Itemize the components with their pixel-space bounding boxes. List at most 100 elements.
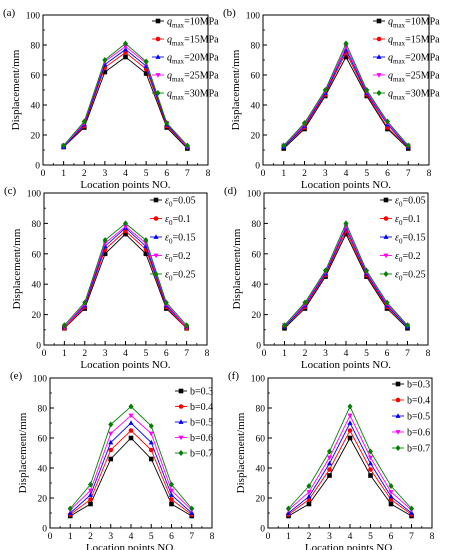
- data-point: [326, 448, 333, 455]
- legend-symbol: ε: [165, 196, 169, 207]
- x-tick-label: 0: [41, 169, 46, 179]
- x-tick-label: 1: [281, 169, 286, 179]
- legend-marker: [153, 197, 159, 203]
- data-point: [285, 505, 292, 512]
- legend-label: b=0.5: [407, 412, 430, 423]
- legend-subscript: max: [172, 40, 185, 48]
- data-point: [148, 456, 154, 462]
- legend-label: qmax=30MPa: [388, 89, 440, 102]
- legend-symbol: ε: [395, 270, 399, 281]
- legend-label: b=0.6: [190, 433, 213, 444]
- data-point: [302, 299, 308, 306]
- legend-symbol: ε: [395, 251, 399, 262]
- x-tick-label: 6: [389, 532, 394, 542]
- data-point: [343, 220, 349, 227]
- data-point: [306, 497, 312, 502]
- x-tick-label: 3: [108, 532, 113, 542]
- legend-marker: [155, 90, 161, 96]
- legend-symbol: q: [167, 17, 172, 28]
- y-tick-label: 40: [251, 102, 261, 112]
- data-point: [368, 473, 373, 478]
- data-point: [388, 483, 394, 489]
- x-tick-label: 1: [68, 532, 73, 542]
- data-point: [123, 50, 128, 55]
- legend-symbol: ε: [395, 233, 399, 244]
- data-point: [108, 421, 114, 428]
- data-point: [108, 456, 114, 462]
- legend-marker: [376, 90, 382, 96]
- legend-symbol: ε: [395, 214, 399, 225]
- data-point: [347, 413, 353, 419]
- series-line: [283, 51, 409, 148]
- legend-symbol: q: [388, 71, 393, 82]
- series: [281, 40, 411, 149]
- x-tick-label: 5: [364, 169, 369, 179]
- legend-marker: [178, 435, 184, 441]
- data-point: [148, 423, 154, 429]
- y-tick-label: 80: [252, 220, 262, 230]
- legend-value: =0.25: [402, 270, 425, 281]
- x-tick-label: 0: [262, 349, 267, 359]
- data-point: [148, 447, 154, 453]
- legend-symbol: q: [388, 53, 393, 64]
- legend-value: =15MPa: [184, 35, 219, 46]
- x-tick-label: 5: [144, 349, 149, 359]
- legend-subscript: max: [393, 58, 406, 66]
- legend-symbol: q: [388, 17, 393, 28]
- series: [281, 54, 411, 151]
- data-point: [347, 420, 353, 425]
- data-point: [128, 403, 134, 410]
- legend-label: qmax=15MPa: [388, 35, 440, 48]
- x-tick-label: 6: [169, 532, 174, 542]
- legend-marker: [178, 419, 184, 424]
- legend-subscript: 0: [169, 238, 173, 246]
- data-point: [306, 490, 312, 495]
- legend-subscript: max: [172, 58, 185, 66]
- x-tick-label: 4: [344, 169, 349, 179]
- data-point: [326, 455, 333, 461]
- y-tick-label: 100: [251, 375, 266, 385]
- data-point: [102, 241, 108, 246]
- x-tick-label: 4: [129, 532, 134, 542]
- y-tick-label: 0: [36, 342, 41, 352]
- legend-value: =20MPa: [405, 53, 440, 64]
- legend-subscript: max: [393, 94, 406, 102]
- legend-label: ε0=0.15: [395, 233, 426, 246]
- legend-marker: [178, 450, 184, 456]
- y-tick-label: 60: [251, 72, 261, 82]
- x-tick-label: 2: [302, 169, 307, 179]
- y-tick-label: 60: [38, 435, 48, 445]
- y-tick-label: 0: [260, 525, 265, 535]
- legend-symbol: q: [167, 89, 172, 100]
- data-point: [122, 224, 129, 230]
- x-tick-label: 6: [164, 169, 169, 179]
- data-point: [322, 87, 328, 93]
- series: [285, 403, 415, 512]
- legend-label: b=0.6: [407, 428, 430, 439]
- x-tick-label: 1: [282, 349, 287, 359]
- y-tick-label: 0: [255, 162, 260, 172]
- series: [281, 225, 411, 329]
- legend-value: =0.15: [402, 233, 425, 244]
- x-tick-label: 2: [88, 532, 93, 542]
- data-point: [61, 322, 67, 329]
- data-point: [102, 251, 108, 257]
- legend-marker: [395, 397, 401, 403]
- panel-label: (a): [3, 7, 16, 19]
- legend-marker: [155, 36, 161, 42]
- data-point: [87, 488, 94, 494]
- legend: qmax=10MPaqmax=15MPaqmax=20MPaqmax=25MPa…: [152, 17, 219, 102]
- legend-subscript: max: [393, 22, 406, 30]
- series: [67, 403, 195, 512]
- legend-label: qmax=20MPa: [167, 53, 219, 66]
- panel-label: (b): [223, 7, 236, 19]
- y-tick-label: 100: [246, 12, 261, 22]
- y-axis-label: Displacement/mm: [235, 412, 247, 493]
- legend-value: =0.2: [402, 251, 420, 262]
- series: [282, 228, 410, 330]
- legend-value: =0.25: [172, 270, 195, 281]
- x-tick-label: 7: [184, 349, 189, 359]
- x-tick-label: 3: [323, 169, 328, 179]
- legend-marker: [383, 253, 389, 259]
- legend-marker: [153, 216, 159, 221]
